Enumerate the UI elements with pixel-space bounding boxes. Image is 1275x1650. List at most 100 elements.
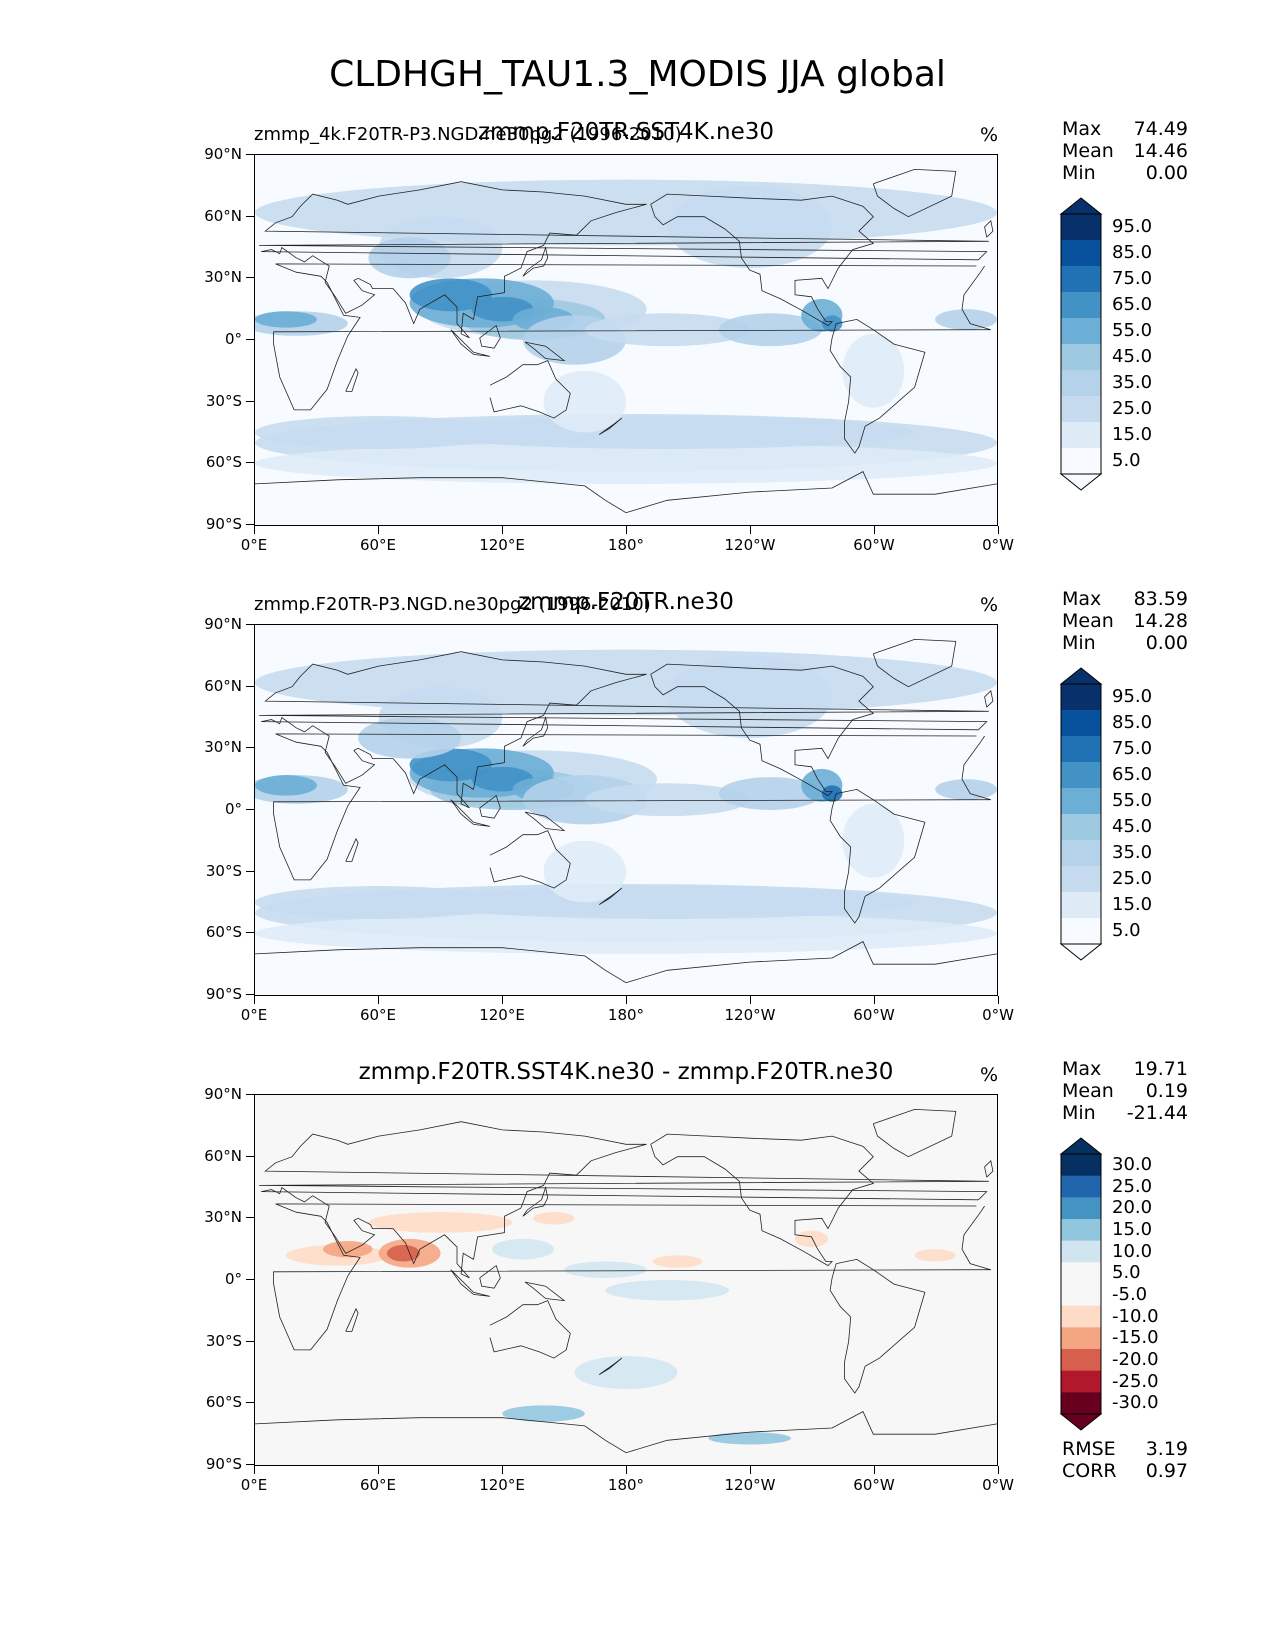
colorbar-segment-1 (1061, 1175, 1101, 1198)
x-tick-mark (502, 526, 503, 534)
x-tick-label: 0°E (240, 1476, 268, 1494)
y-tick-mark (246, 1464, 254, 1465)
coastline-2 (489, 1300, 571, 1359)
field-contour-12 (708, 1432, 791, 1445)
y-tick-mark (246, 1279, 254, 1280)
panel-2-max-value: 83.59 (1133, 588, 1188, 610)
colorbar-tick-label: 35.0 (1112, 372, 1153, 393)
colorbar-extend-bottom (1059, 473, 1103, 491)
field-contour-18 (935, 309, 997, 330)
coastline-4 (829, 788, 926, 924)
panel-1-subtitle-center: zmmp.F20TR.SST4K.ne30 (477, 119, 775, 145)
colorbar-tick-label: 85.0 (1112, 712, 1153, 733)
field-contour-20 (368, 237, 451, 279)
colorbar-segment-4 (1061, 1240, 1101, 1263)
coastline-11 (984, 689, 994, 708)
coastline-13 (598, 1357, 623, 1375)
field-contour-15 (821, 785, 843, 802)
y-tick-label: 90°S (205, 515, 242, 533)
colorbar-frame (1060, 213, 1102, 475)
field-contour-23 (543, 370, 626, 433)
colorbar-tick-label: -30.0 (1112, 1392, 1159, 1414)
field-contour-10 (574, 1356, 678, 1389)
colorbar-extend-bottom (1059, 943, 1103, 961)
field-contour-23 (543, 840, 626, 903)
x-tick-label: 60°W (853, 536, 895, 554)
y-tick-label: 30°N (204, 738, 242, 757)
colorbar-tick-label: 5.0 (1112, 1262, 1141, 1284)
coastline-10 (522, 1185, 549, 1217)
x-tick-label: 0°W (982, 1006, 1014, 1024)
coastline-13 (598, 887, 623, 905)
coastline-10 (522, 715, 549, 747)
colorbar-tick-label: 15.0 (1112, 894, 1153, 915)
coastline-4 (829, 1258, 926, 1394)
map-background (255, 1095, 997, 1465)
colorbar-segment-2 (1061, 736, 1101, 763)
x-tick-label: 120°W (724, 1476, 776, 1494)
x-tick-label: 120°E (479, 1006, 525, 1024)
x-tick-mark (874, 526, 875, 534)
colorbar-segment-3 (1061, 292, 1101, 319)
field-contour-17 (255, 775, 317, 796)
colorbar-tick-label: 95.0 (1112, 686, 1153, 707)
panel-3: zmmp.F20TR.SST4K.ne30 - zmmp.F20TR.ne30 … (0, 1058, 1275, 1518)
colorbar-segment-10 (1061, 1370, 1101, 1393)
colorbar-tick-label: -20.0 (1112, 1348, 1159, 1370)
x-tick-mark (378, 526, 379, 534)
x-tick-mark (378, 1466, 379, 1474)
colorbar-extend-bottom (1059, 1413, 1103, 1431)
coastline-0 (273, 263, 991, 411)
field-contour-11 (502, 1405, 585, 1422)
colorbar-tick-label: 65.0 (1112, 764, 1153, 785)
y-tick-mark (246, 339, 254, 340)
field-contour-14 (605, 1280, 730, 1301)
x-tick-mark (378, 996, 379, 1004)
coastline-8 (450, 329, 491, 357)
coastline-11 (984, 1159, 994, 1178)
field-contour-1 (255, 179, 997, 246)
panel-2-colorbar (1059, 667, 1103, 961)
coastline-11 (984, 219, 994, 238)
x-tick-label: 120°W (724, 536, 776, 554)
coastline-9 (524, 341, 566, 362)
colorbar-segment-5 (1061, 344, 1101, 371)
y-tick-label: 30°N (204, 268, 242, 287)
panel-1-colorbar (1059, 197, 1103, 491)
x-tick-label: 180° (607, 1476, 645, 1494)
panel-2-mean-label: Mean (1062, 610, 1114, 632)
panel-3-max-label: Max (1062, 1058, 1102, 1080)
x-tick-label: 0°W (982, 536, 1014, 554)
y-tick-mark (246, 870, 254, 872)
field-contour-1 (255, 649, 997, 716)
coastline-12 (345, 367, 359, 392)
colorbar-tick-label: 75.0 (1112, 268, 1153, 289)
y-tick-mark (246, 809, 254, 810)
y-tick-label: 90°S (205, 985, 242, 1003)
y-tick-label: 60°N (204, 676, 242, 695)
field-contour-13 (718, 777, 822, 810)
panel-1-subtitle-left: zmmp_4k.F20TR-P3.NGD.ne30pg2 (1996-2010) (254, 124, 682, 145)
coastline-1 (259, 651, 989, 809)
colorbar-tick-label: 75.0 (1112, 738, 1153, 759)
colorbar-segment-4 (1061, 788, 1101, 815)
coastline-1 (259, 1121, 989, 1279)
x-tick-mark (750, 1466, 751, 1474)
colorbar-segment-8 (1061, 1327, 1101, 1350)
x-tick-mark (874, 996, 875, 1004)
panel-1-min-label: Min (1062, 162, 1096, 184)
y-tick-mark (246, 462, 254, 464)
panel-2-min-label: Min (1062, 632, 1096, 654)
y-tick-label: 30°S (205, 861, 242, 880)
x-tick-mark (998, 1466, 999, 1474)
field-contour-21 (667, 655, 833, 739)
coastline-7 (479, 794, 501, 819)
panel-2-field (244, 625, 998, 995)
colorbar-tick-label: 15.0 (1112, 424, 1153, 445)
coastline-1 (259, 181, 989, 339)
colorbar-tick-label: -5.0 (1112, 1283, 1148, 1305)
field-contour-18 (935, 779, 997, 800)
colorbar-segment-11 (1061, 1392, 1101, 1415)
panel-3-units: % (980, 1064, 999, 1086)
y-tick-mark (246, 624, 254, 625)
